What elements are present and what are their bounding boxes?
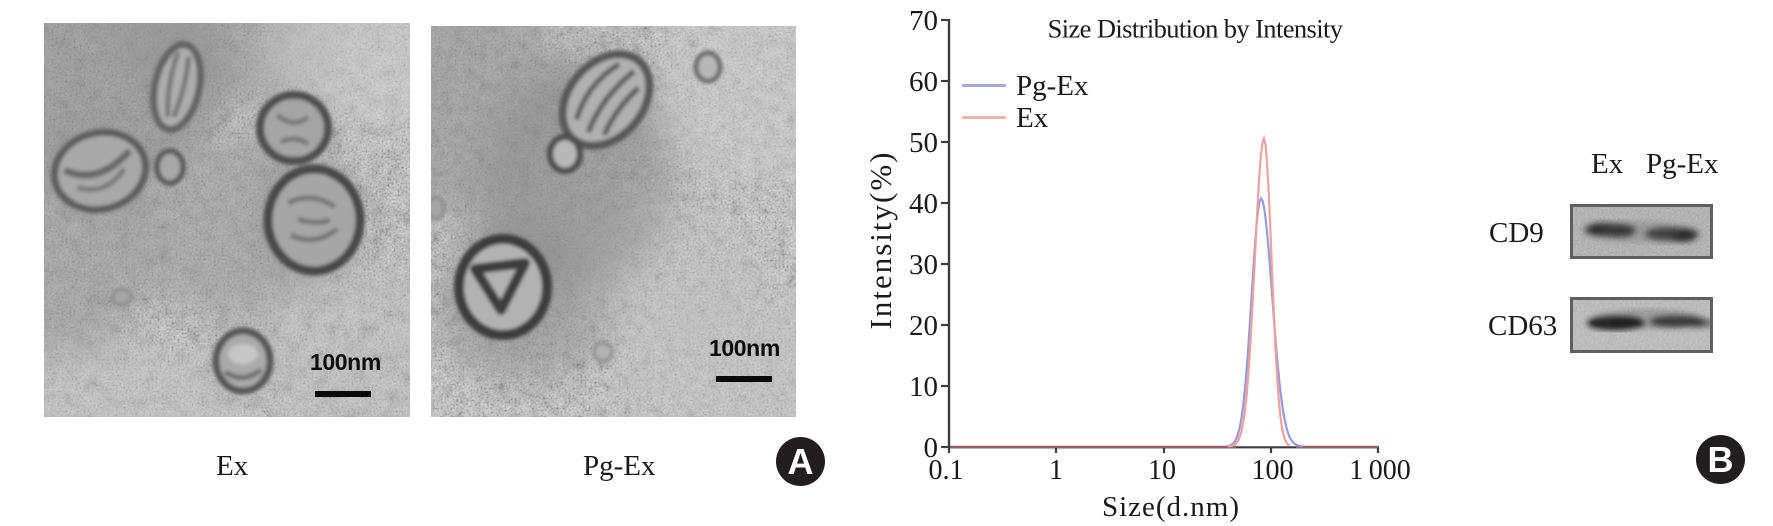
svg-text:100nm: 100nm	[310, 349, 381, 375]
svg-text:60: 60	[909, 66, 938, 98]
svg-text:10: 10	[1148, 455, 1176, 486]
svg-text:Size Distribution by Intensity: Size Distribution by Intensity	[1048, 14, 1344, 44]
svg-text:70: 70	[909, 5, 938, 37]
svg-text:100nm: 100nm	[709, 335, 780, 361]
svg-text:1 000: 1 000	[1349, 455, 1410, 486]
svg-text:10: 10	[909, 371, 938, 403]
svg-text:Ex: Ex	[1016, 102, 1049, 134]
svg-text:1: 1	[1049, 455, 1063, 486]
svg-text:40: 40	[909, 188, 938, 220]
svg-text:Pg-Ex: Pg-Ex	[1016, 70, 1089, 102]
svg-text:20: 20	[909, 310, 938, 342]
svg-text:0.1: 0.1	[929, 455, 964, 486]
svg-text:0: 0	[924, 432, 939, 464]
svg-text:Intensity(%): Intensity(%)	[863, 151, 898, 330]
svg-text:50: 50	[909, 127, 938, 159]
svg-text:100: 100	[1252, 455, 1294, 486]
svg-text:Size(d.nm): Size(d.nm)	[1102, 491, 1240, 523]
svg-text:30: 30	[909, 249, 938, 281]
